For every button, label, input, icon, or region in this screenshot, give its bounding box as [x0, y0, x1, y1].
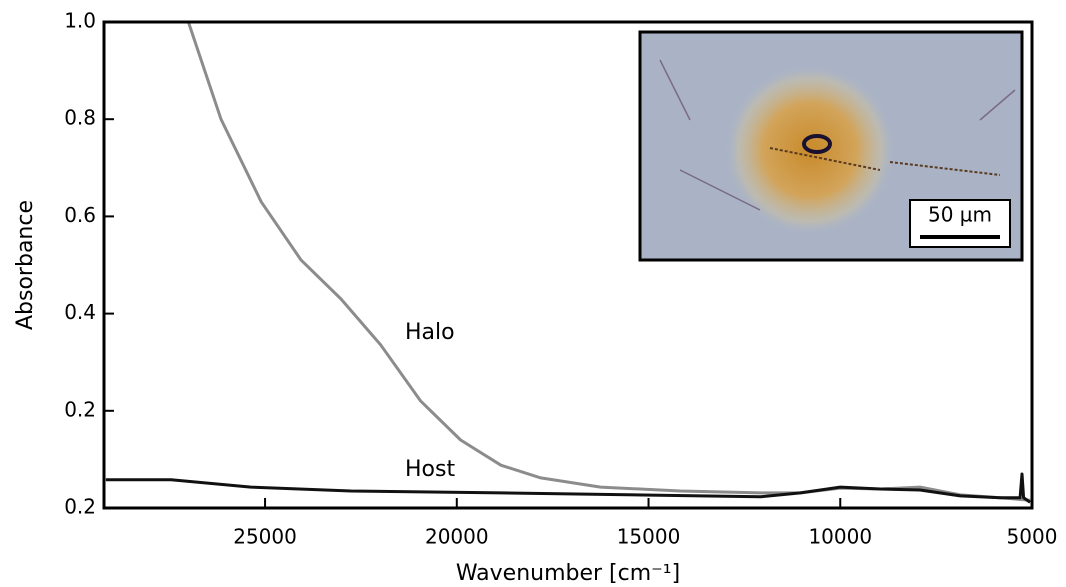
x-tick-label: 25000: [233, 525, 297, 549]
series-label: Host: [405, 457, 455, 482]
series-line: [186, 21, 1031, 502]
x-tick-label: 15000: [617, 525, 681, 549]
y-tick-label: 0.2: [64, 495, 96, 519]
series-line: [105, 472, 1031, 504]
x-tick-label: 10000: [808, 525, 872, 549]
inset-image: 50 µm: [638, 30, 1024, 262]
series-label: Halo: [405, 320, 455, 345]
y-tick-label: 0.2: [64, 397, 96, 421]
y-tick-label: 0.6: [64, 203, 96, 227]
y-axis-title: Absorbance: [13, 200, 38, 330]
x-tick-label: 5000: [1007, 525, 1058, 549]
x-tick-label: 20000: [425, 525, 489, 549]
x-axis-title: Wavenumber [cm⁻¹]: [456, 561, 680, 586]
y-tick-label: 0.8: [64, 106, 96, 130]
scale-label: 50 µm: [928, 203, 992, 227]
y-tick-label: 1.0: [64, 9, 96, 33]
plot-frame: [102, 20, 1034, 510]
y-tick-label: 0.4: [64, 300, 96, 324]
